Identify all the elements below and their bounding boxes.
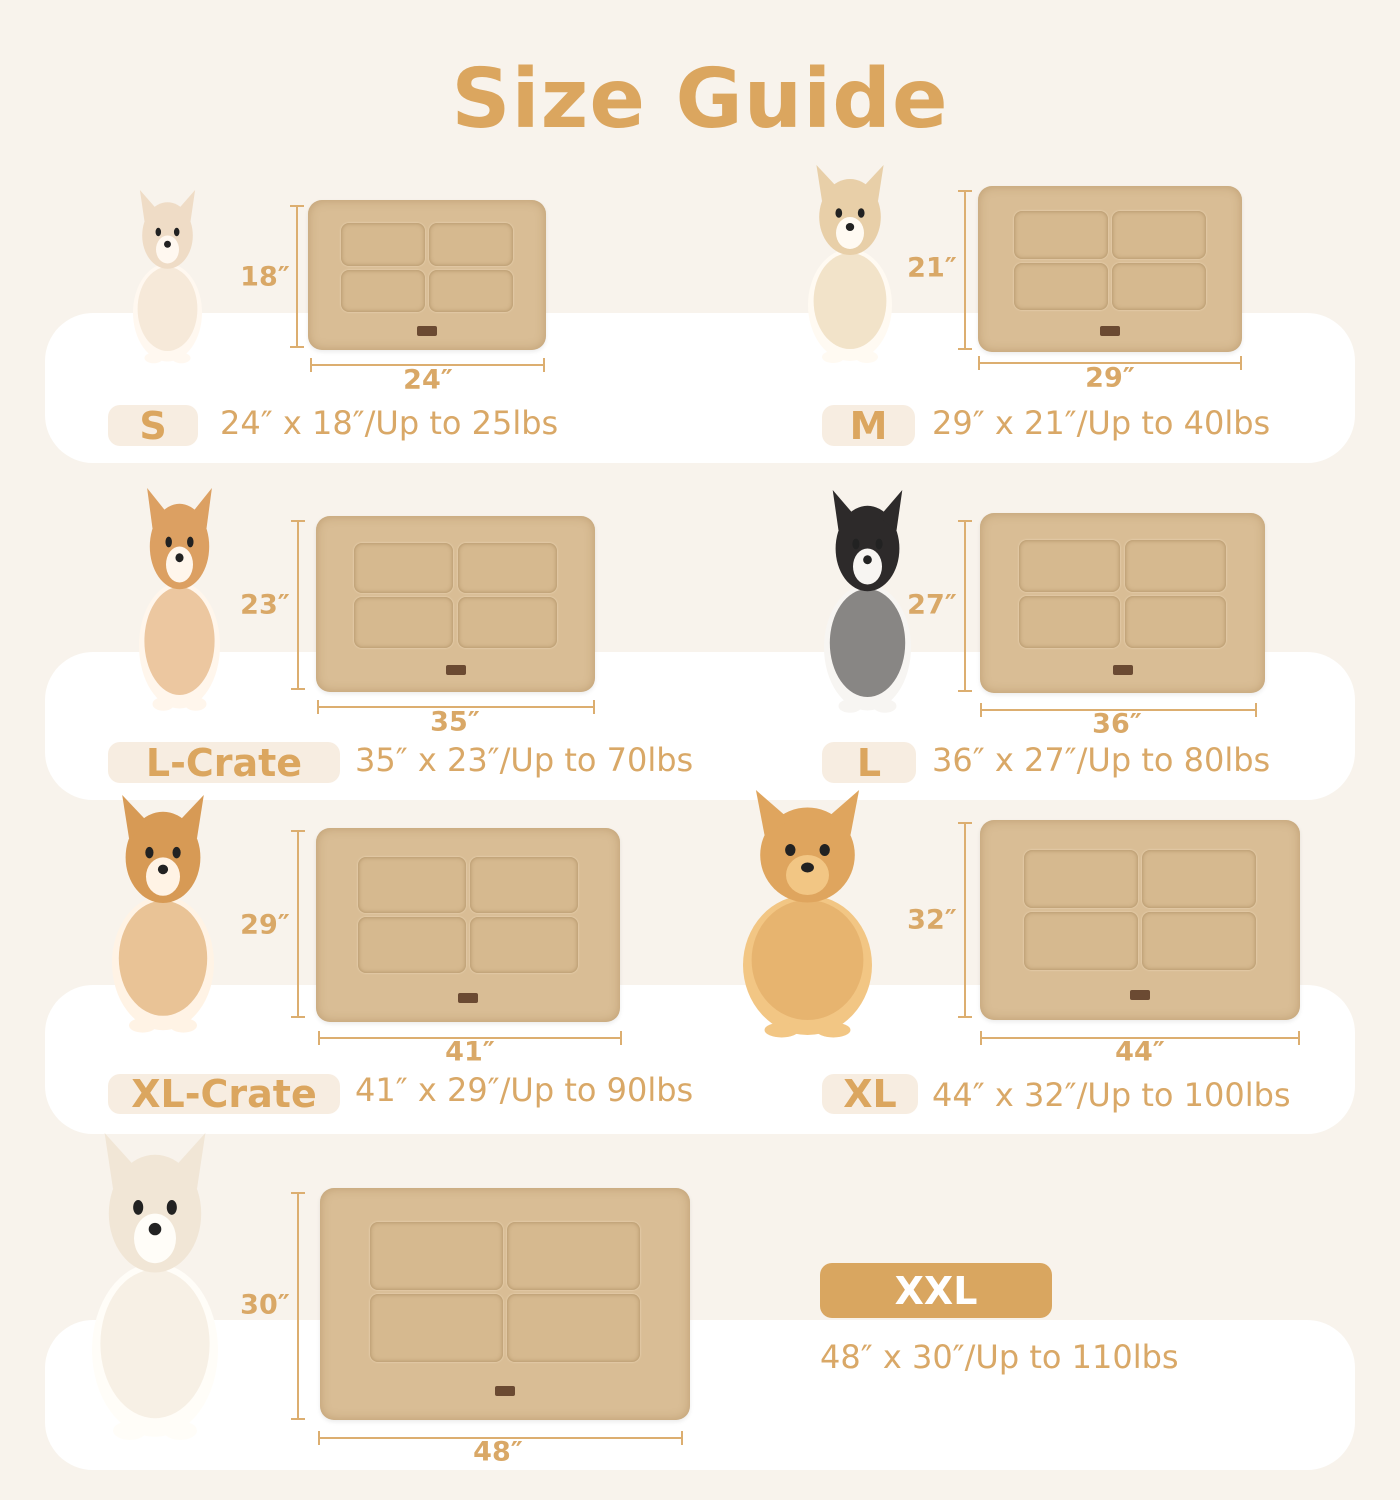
mat-l <box>980 513 1265 693</box>
size-badge-s: S <box>108 404 198 448</box>
brand-tag-icon <box>1112 665 1133 676</box>
mat-quilt-panel <box>354 597 454 648</box>
size-badge-m: M <box>822 404 915 448</box>
size-description-l-crate: 35″ x 23″/Up to 70lbs <box>355 741 694 779</box>
width-label: 36″ <box>1092 708 1142 740</box>
mat-quilt-panel <box>340 269 425 312</box>
mat-quilt-panel <box>354 542 454 594</box>
corgi-dog-image <box>112 488 247 713</box>
height-label: 23″ <box>240 589 290 621</box>
height-label: 32″ <box>907 904 957 936</box>
height-label: 21″ <box>907 252 957 284</box>
width-label: 35″ <box>430 706 480 738</box>
chihuahua-dog-image <box>110 190 225 365</box>
mat-quilt-panel <box>1023 912 1138 970</box>
size-description-l: 36″ x 27″/Up to 80lbs <box>932 741 1271 779</box>
size-description-xl-crate: 41″ x 29″/Up to 90lbs <box>355 1071 694 1109</box>
brand-tag-icon <box>1100 326 1120 337</box>
mat-quilt-panel <box>370 1294 503 1363</box>
brand-tag-icon <box>445 664 466 675</box>
mat-quilt-panel <box>370 1222 503 1291</box>
mat-quilt-panel <box>1112 211 1206 259</box>
height-dimension-line <box>290 205 304 348</box>
mat-quilt-panel <box>457 597 557 648</box>
height-dimension-line <box>291 1192 305 1420</box>
mat-quilt-panel <box>357 857 466 914</box>
width-dimension-line <box>317 700 595 714</box>
shiba-inu-dog-image <box>78 795 248 1035</box>
size-description-s: 24″ x 18″/Up to 25lbs <box>220 404 559 442</box>
mat-quilt-panel <box>1142 912 1257 970</box>
width-label: 24″ <box>403 364 453 396</box>
width-dimension-line <box>318 1431 683 1445</box>
size-badge-xxl: XXL <box>820 1263 1052 1318</box>
height-label: 27″ <box>907 589 957 621</box>
width-label: 48″ <box>473 1436 523 1468</box>
mat-s <box>308 200 546 350</box>
height-label: 18″ <box>240 261 290 293</box>
width-dimension-line <box>978 356 1242 370</box>
size-badge-l: L <box>822 741 916 785</box>
mat-quilt-panel <box>1019 540 1121 592</box>
band-row-4 <box>45 1320 1355 1470</box>
mat-quilt-panel <box>1023 850 1138 908</box>
mat-quilt-panel <box>1019 596 1121 648</box>
mat-quilt-panel <box>1124 540 1226 592</box>
width-dimension-line <box>310 358 545 372</box>
width-dimension-line <box>980 1031 1300 1045</box>
mat-quilt-panel <box>1142 850 1257 908</box>
brand-tag-icon <box>458 992 478 1003</box>
golden-retriever-dog-image <box>700 790 915 1040</box>
mat-quilt-panel <box>340 223 425 266</box>
fluffy-puppy-dog-image <box>780 165 920 365</box>
mat-l-crate <box>316 516 595 692</box>
mat-xxl <box>320 1188 690 1420</box>
size-description-m: 29″ x 21″/Up to 40lbs <box>932 404 1271 442</box>
width-dimension-line <box>980 703 1257 717</box>
mat-quilt-panel <box>1014 262 1108 311</box>
height-dimension-line <box>291 830 305 1018</box>
size-badge-l-crate: L-Crate <box>108 741 340 785</box>
height-dimension-line <box>958 190 972 350</box>
mat-quilt-panel <box>507 1294 640 1363</box>
height-dimension-line <box>958 520 972 692</box>
width-label: 29″ <box>1085 362 1135 394</box>
mat-xl-crate <box>316 828 620 1022</box>
height-label: 29″ <box>240 909 290 941</box>
mat-quilt-panel <box>470 857 579 914</box>
brand-tag-icon <box>1130 990 1150 1000</box>
mat-quilt-panel <box>357 917 466 974</box>
brand-tag-icon <box>417 326 437 336</box>
height-dimension-line <box>291 520 305 690</box>
white-golden-retriever-dog-image <box>50 1133 260 1443</box>
mat-quilt-panel <box>429 223 514 266</box>
size-badge-xl-crate: XL-Crate <box>108 1072 340 1116</box>
mat-quilt-panel <box>429 269 514 312</box>
height-label: 30″ <box>240 1289 290 1321</box>
mat-quilt-panel <box>457 542 557 594</box>
mat-quilt-panel <box>470 917 579 974</box>
size-description-xxl: 48″ x 30″/Up to 110lbs <box>820 1338 1179 1376</box>
border-collie-dog-image <box>795 490 940 715</box>
width-label: 41″ <box>445 1036 495 1068</box>
mat-quilt-panel <box>1124 596 1226 648</box>
page-title: Size Guide <box>451 52 949 147</box>
brand-tag-icon <box>495 1386 515 1397</box>
mat-quilt-panel <box>1112 262 1206 311</box>
size-badge-xl: XL <box>822 1072 918 1116</box>
mat-quilt-panel <box>507 1222 640 1291</box>
height-dimension-line <box>958 822 972 1018</box>
mat-m <box>978 186 1242 352</box>
width-dimension-line <box>318 1031 622 1045</box>
mat-xl <box>980 820 1300 1020</box>
mat-quilt-panel <box>1014 211 1108 259</box>
width-label: 44″ <box>1115 1036 1165 1068</box>
size-description-xl: 44″ x 32″/Up to 100lbs <box>932 1076 1291 1114</box>
